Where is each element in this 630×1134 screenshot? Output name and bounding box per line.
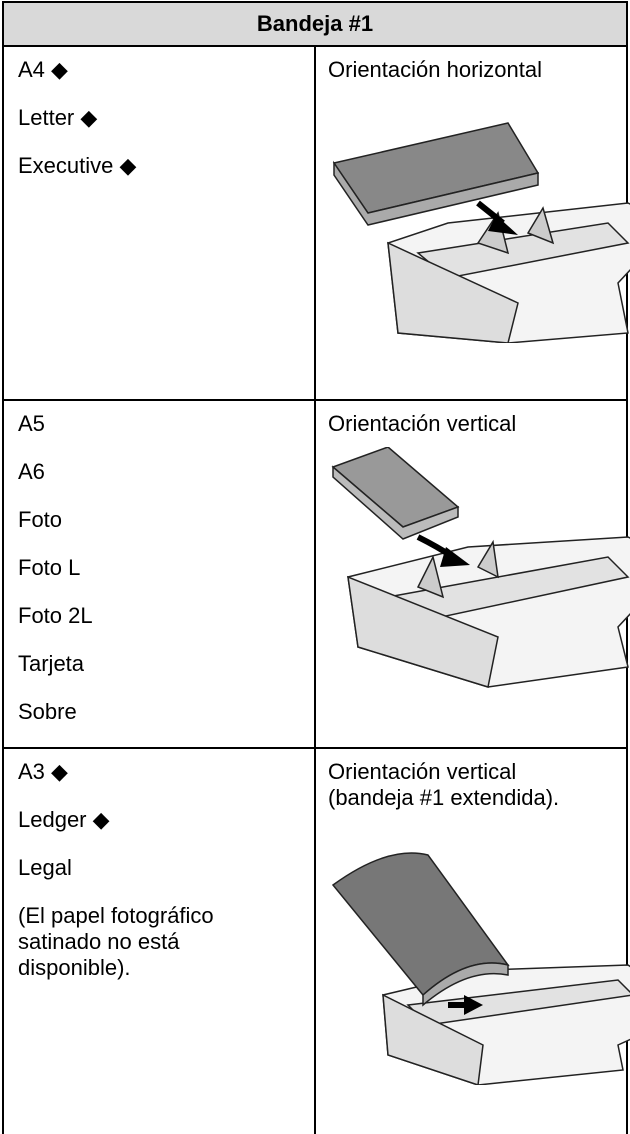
header-row: Bandeja #1 — [2, 1, 628, 47]
paper-size: Letter ◆ — [18, 105, 98, 130]
sizes-cell: A4 ◆ Letter ◆ Executive ◆ — [2, 45, 316, 401]
tray-illustration — [332, 122, 630, 343]
paper-size: Legal — [18, 855, 72, 880]
orientation-text: (bandeja #1 extendida). — [328, 785, 560, 810]
paper-size: Foto L — [18, 555, 81, 580]
orientation-cell: Orientación vertical (bandeja #1 extendid… — [314, 747, 630, 1134]
orientation-text: Orientación vertical — [328, 759, 517, 784]
paper-size: A5 — [18, 411, 45, 436]
orientation-cell: Orientación horizontal — [314, 45, 630, 401]
orientation-text: Orientación horizontal — [328, 57, 543, 82]
row: A4 ◆ Letter ◆ Executive ◆ Orientación hori… — [2, 45, 630, 401]
paper-size: Foto 2L — [18, 603, 93, 628]
tray-illustration — [331, 852, 630, 1085]
paper-size: Tarjeta — [18, 651, 85, 676]
paper-size: (El papel fotográfico satinado no está d… — [18, 903, 214, 980]
paper-size: Executive ◆ — [18, 153, 137, 178]
paper-size: Sobre — [18, 699, 77, 724]
row: A3 ◆ Ledger ◆ Legal (El papel fotográfico s… — [2, 747, 630, 1134]
table-title: Bandeja #1 — [2, 1, 628, 47]
paper-size: Foto — [18, 507, 63, 532]
row: A5 A6 Foto Foto L Foto 2L Tarjeta Sobre Orient… — [2, 399, 630, 749]
paper-size: A3 ◆ — [18, 759, 68, 784]
paper-size: Ledger ◆ — [18, 807, 110, 832]
orientation-text: Orientación vertical — [328, 411, 517, 436]
tray-illustration — [331, 447, 630, 688]
sizes-cell: A5 A6 Foto Foto L Foto 2L Tarjeta Sobre — [2, 399, 316, 749]
paper-size: A4 ◆ — [18, 57, 68, 82]
sizes-cell: A3 ◆ Ledger ◆ Legal (El papel fotográfico s… — [2, 747, 316, 1134]
paper-size: A6 — [18, 459, 45, 484]
orientation-cell: Orientación vertical — [314, 399, 630, 749]
